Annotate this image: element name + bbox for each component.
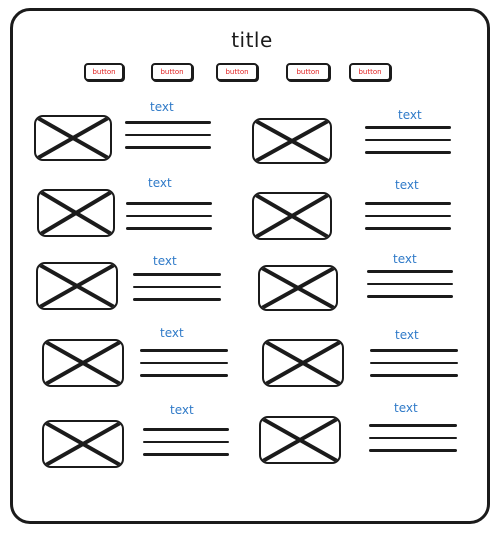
- card-label: text: [153, 254, 177, 268]
- text-lines: [133, 273, 221, 311]
- cross-icon: [261, 418, 339, 462]
- text-lines: [140, 349, 228, 387]
- page-title: title: [231, 28, 273, 52]
- text-lines: [369, 424, 457, 462]
- image-placeholder: [36, 262, 118, 310]
- cross-icon: [260, 267, 336, 309]
- button-5[interactable]: button: [349, 63, 391, 81]
- cross-icon: [39, 191, 113, 235]
- text-lines: [370, 349, 458, 387]
- cross-icon: [38, 264, 116, 308]
- text-lines: [365, 202, 451, 240]
- card-label: text: [160, 326, 184, 340]
- cross-icon: [254, 120, 330, 162]
- text-lines: [126, 202, 212, 240]
- text-lines: [143, 428, 229, 466]
- cross-icon: [264, 341, 342, 385]
- button-3[interactable]: button: [216, 63, 258, 81]
- button-2[interactable]: button: [151, 63, 193, 81]
- image-placeholder: [37, 189, 115, 237]
- cross-icon: [44, 341, 122, 385]
- text-lines: [365, 126, 451, 164]
- card-label: text: [393, 252, 417, 266]
- image-placeholder: [262, 339, 344, 387]
- card-label: text: [398, 108, 422, 122]
- cross-icon: [44, 422, 122, 466]
- card-label: text: [394, 401, 418, 415]
- cross-icon: [254, 194, 330, 238]
- image-placeholder: [258, 265, 338, 311]
- text-lines: [125, 121, 211, 159]
- image-placeholder: [42, 339, 124, 387]
- card-label: text: [150, 100, 174, 114]
- card-label: text: [395, 328, 419, 342]
- image-placeholder: [252, 192, 332, 240]
- card-label: text: [395, 178, 419, 192]
- text-lines: [367, 270, 453, 308]
- button-4[interactable]: button: [286, 63, 330, 81]
- button-1[interactable]: button: [84, 63, 124, 81]
- card-label: text: [170, 403, 194, 417]
- wireframe-frame: [10, 8, 490, 524]
- image-placeholder: [259, 416, 341, 464]
- image-placeholder: [252, 118, 332, 164]
- image-placeholder: [42, 420, 124, 468]
- card-label: text: [148, 176, 172, 190]
- cross-icon: [36, 117, 110, 159]
- image-placeholder: [34, 115, 112, 161]
